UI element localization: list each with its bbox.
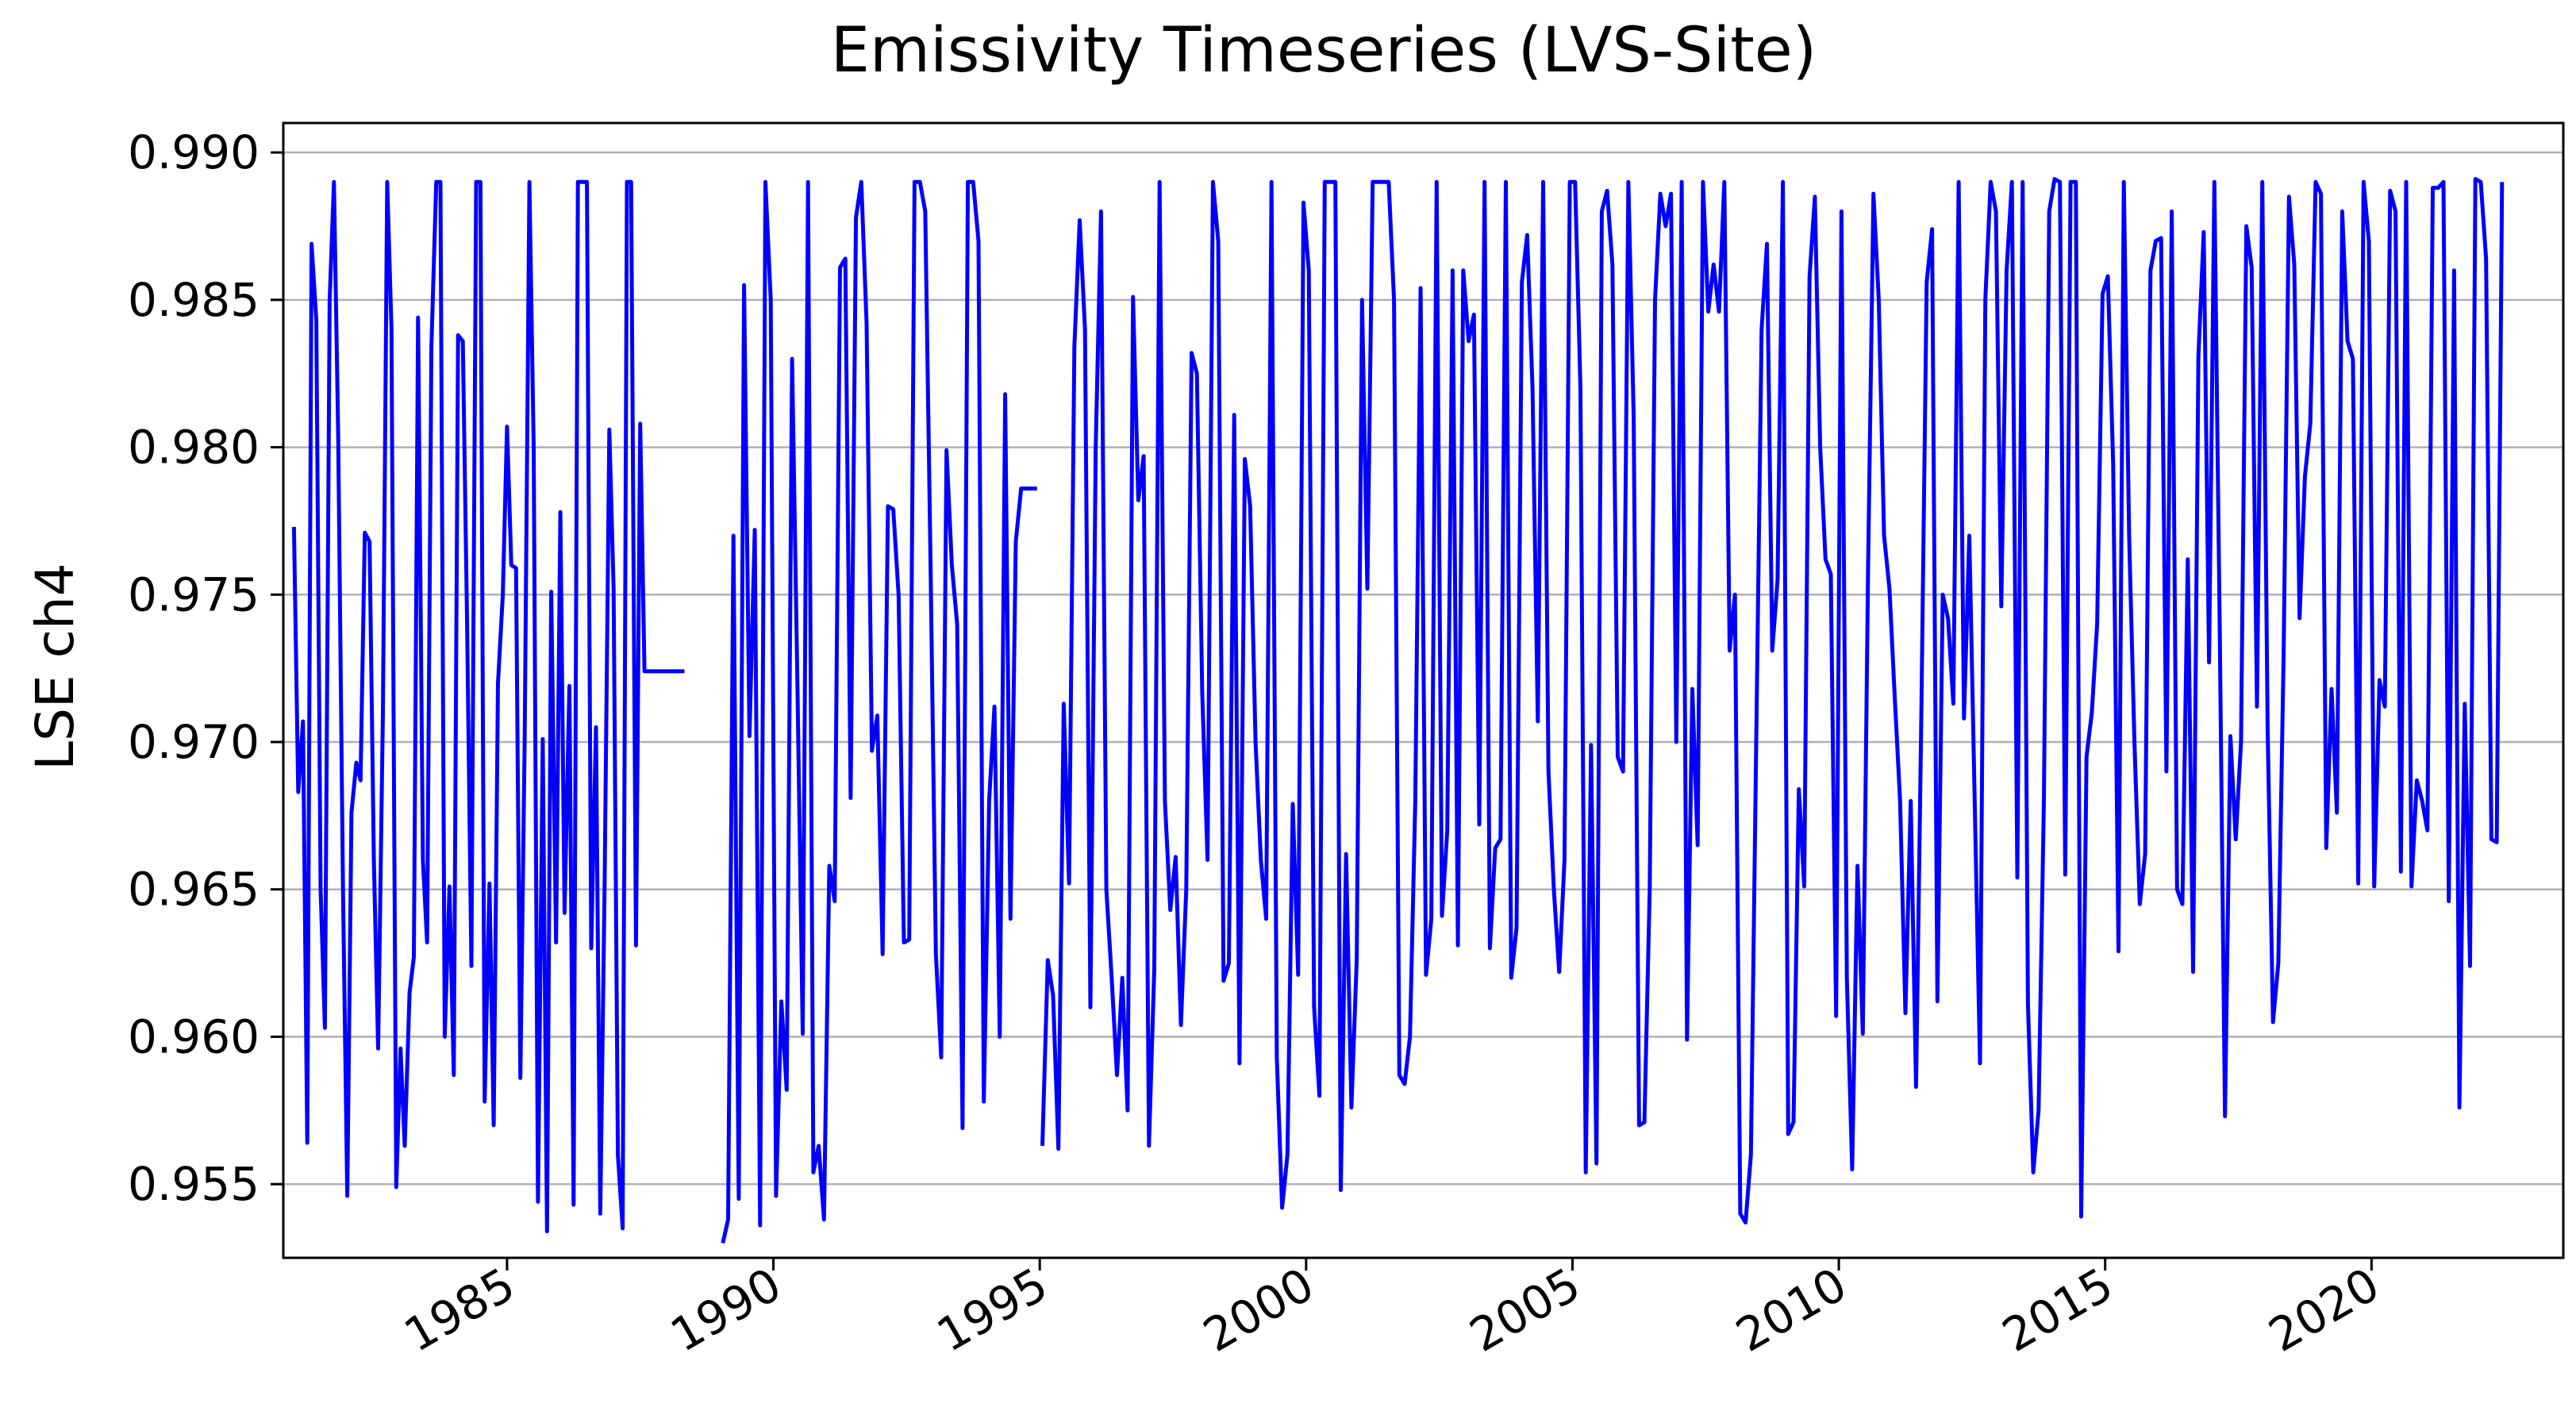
plot-frame bbox=[282, 121, 2565, 1259]
y-tick-label: 0.965 bbox=[128, 863, 260, 917]
y-tick-label: 0.985 bbox=[128, 273, 260, 327]
x-tick-label: 1985 bbox=[395, 1257, 524, 1363]
y-tick-label: 0.975 bbox=[128, 567, 260, 621]
series-line-segment bbox=[291, 179, 685, 1234]
y-tick-label: 0.955 bbox=[128, 1157, 260, 1211]
y-tick-label: 0.980 bbox=[128, 421, 260, 475]
y-tick-label: 0.990 bbox=[128, 125, 260, 179]
y-axis-label: LSE ch4 bbox=[25, 563, 86, 770]
y-axis: 0.955 0.960 0.965 0.970 0.975 0.980 0.985 0.990 bbox=[128, 125, 283, 1211]
series-line-segment bbox=[721, 179, 1037, 1244]
x-tick-label: 2005 bbox=[1461, 1257, 1590, 1363]
x-tick-label: 2015 bbox=[1994, 1257, 2122, 1363]
x-tick-label: 1995 bbox=[928, 1257, 1056, 1363]
x-tick-label: 2000 bbox=[1194, 1257, 1323, 1363]
y-tick-label: 0.970 bbox=[128, 715, 260, 769]
y-tick-label: 0.960 bbox=[128, 1009, 260, 1063]
x-tick-label: 2020 bbox=[2260, 1257, 2389, 1363]
chart-title: Emissivity Timeseries (LVS-Site) bbox=[831, 15, 1817, 87]
series-layer bbox=[291, 177, 2505, 1244]
x-axis: 1985 1990 1995 2000 2005 2010 2015 2020 bbox=[395, 1257, 2388, 1363]
x-tick-label: 2010 bbox=[1727, 1257, 1855, 1363]
x-tick-label: 1990 bbox=[662, 1257, 790, 1363]
series-line-segment bbox=[1040, 177, 2505, 1225]
